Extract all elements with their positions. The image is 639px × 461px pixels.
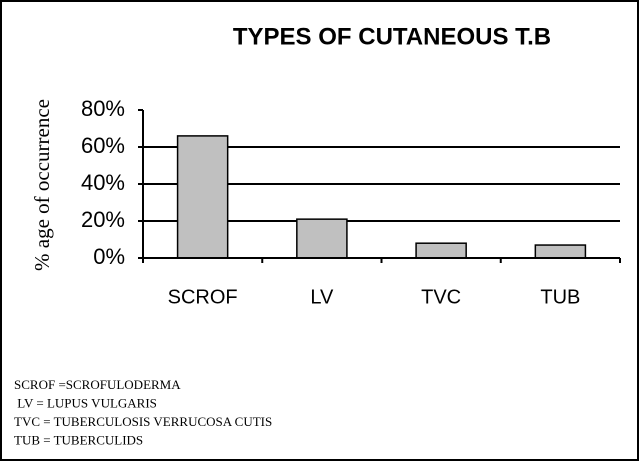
y-axis-label: % age of occurrence [30,99,54,271]
y-tick-label: 60% [81,133,125,158]
note: TVC = TUBERCULOSIS VERRUCOSA CUTIS [14,414,272,429]
note: LV = LUPUS VULGARIS [14,395,157,410]
x-tick-label: LV [310,286,334,308]
note: TUB = TUBERCULIDS [14,432,143,447]
y-tick-label: 80% [81,96,125,121]
bar [534,244,587,259]
x-tick-label: TUB [540,286,580,308]
y-tick-label: 0% [93,244,125,269]
bar [415,242,467,259]
bar [296,218,348,259]
x-tick-label: SCROF [168,286,238,308]
chart-title: TYPES OF CUTANEOUS T.B [233,23,551,50]
x-tick-label: TVC [421,286,461,308]
note: SCROF =SCROFULODERMA [14,377,181,392]
y-tick-label: 40% [81,170,125,195]
y-tick-label: 20% [81,207,125,232]
bar [176,135,229,259]
